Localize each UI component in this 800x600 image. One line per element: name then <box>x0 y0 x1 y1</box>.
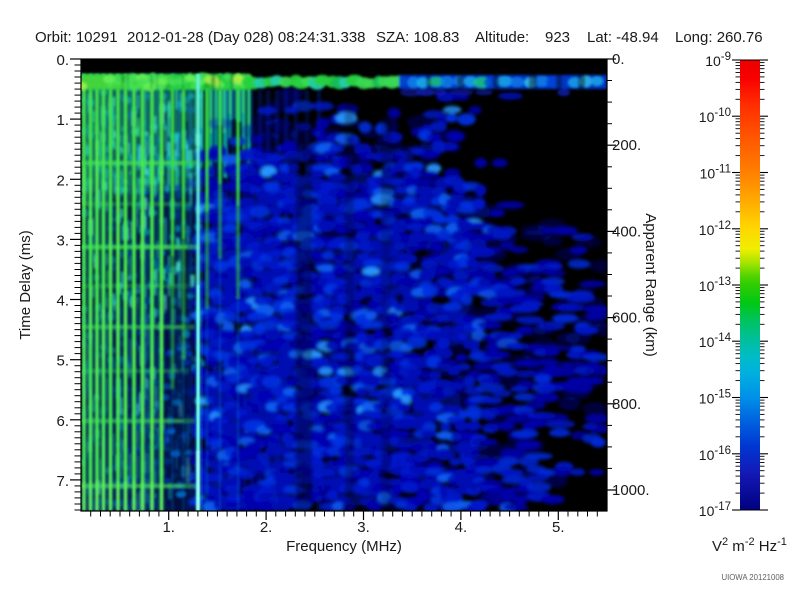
svg-text:0.: 0. <box>56 52 69 69</box>
svg-text:1.: 1. <box>56 112 69 129</box>
svg-text:3.: 3. <box>56 232 69 249</box>
svg-text:600.: 600. <box>612 310 641 327</box>
svg-text:923: 923 <box>545 29 570 46</box>
svg-text:2.: 2. <box>56 172 69 189</box>
svg-text:2012-01-28 (Day 028) 08:24:31.: 2012-01-28 (Day 028) 08:24:31.338 <box>127 29 366 46</box>
svg-text:5.: 5. <box>56 353 69 370</box>
svg-text:400.: 400. <box>612 223 641 240</box>
svg-text:7.: 7. <box>56 473 69 490</box>
svg-text:Apparent Range (km): Apparent Range (km) <box>642 213 659 356</box>
svg-text:1000.: 1000. <box>612 482 650 499</box>
svg-text:2.: 2. <box>260 519 273 536</box>
svg-text:Long: 260.76: Long: 260.76 <box>675 29 763 46</box>
svg-text:200.: 200. <box>612 137 641 154</box>
svg-text:Lat: -48.94: Lat: -48.94 <box>587 29 659 46</box>
svg-text:Time Delay (ms): Time Delay (ms) <box>17 230 34 339</box>
svg-text:SZA: 108.83: SZA: 108.83 <box>376 29 459 46</box>
svg-text:800.: 800. <box>612 396 641 413</box>
svg-text:4.: 4. <box>56 293 69 310</box>
svg-text:3.: 3. <box>357 519 370 536</box>
svg-text:0.: 0. <box>612 51 625 68</box>
svg-text:6.: 6. <box>56 413 69 430</box>
svg-text:UIOWA 20121008: UIOWA 20121008 <box>721 573 784 582</box>
svg-text:5.: 5. <box>552 519 565 536</box>
svg-text:Frequency (MHz): Frequency (MHz) <box>286 538 402 555</box>
svg-text:Altitude:: Altitude: <box>475 29 529 46</box>
svg-text:V2 m-2 Hz-1: V2 m-2 Hz-1 <box>712 536 787 555</box>
svg-text:4.: 4. <box>455 519 468 536</box>
svg-text:Orbit: 10291: Orbit: 10291 <box>35 29 118 46</box>
svg-text:1.: 1. <box>162 519 175 536</box>
